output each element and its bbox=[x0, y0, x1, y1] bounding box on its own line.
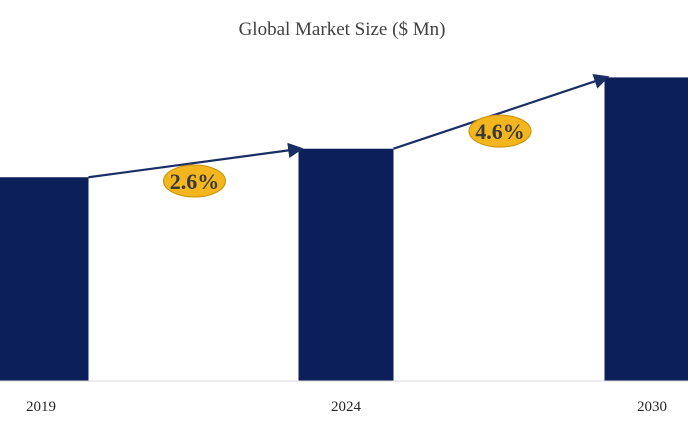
x-tick-label-2019: 2019 bbox=[26, 399, 56, 415]
growth-arrow-2 bbox=[393, 74, 610, 150]
x-tick-label-2030: 2030 bbox=[637, 399, 667, 415]
growth-arrows bbox=[88, 74, 610, 179]
bar-2019 bbox=[0, 177, 89, 381]
x-tick-labels: 2019 2024 2030 bbox=[26, 399, 667, 415]
cagr-label-2: 4.6% bbox=[475, 119, 525, 144]
bar-2024 bbox=[298, 148, 394, 381]
bar-2030 bbox=[604, 77, 688, 381]
x-tick-label-2024: 2024 bbox=[331, 399, 362, 415]
cagr-badges: 2.6% 4.6% bbox=[163, 114, 532, 198]
bars-layer bbox=[0, 77, 688, 381]
chart-title: Global Market Size ($ Mn) bbox=[239, 19, 446, 40]
cagr-label-1: 2.6% bbox=[170, 169, 220, 194]
growth-arrow-1 bbox=[88, 142, 304, 179]
cagr-badge-1 bbox=[163, 164, 226, 198]
cagr-badge-2 bbox=[468, 114, 532, 148]
